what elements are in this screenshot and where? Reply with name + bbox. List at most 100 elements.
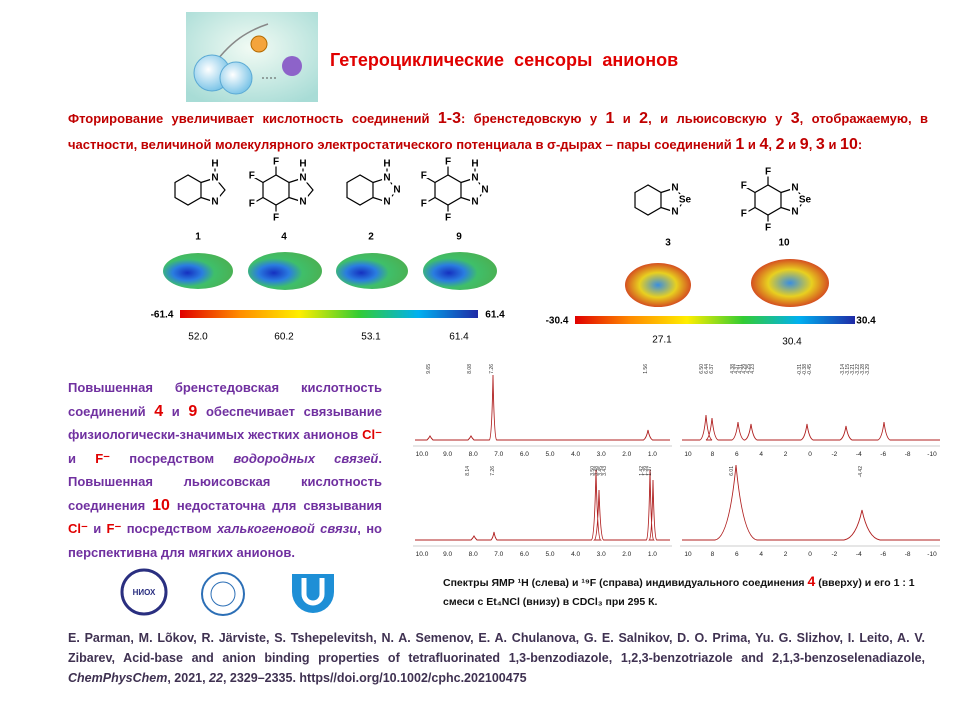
peak-label: 4.38 bbox=[730, 364, 736, 374]
text-run: 22 bbox=[209, 671, 223, 685]
scale-min: -61.4 bbox=[151, 310, 174, 321]
nmr-tick-label: 10.0 bbox=[416, 551, 429, 558]
atom-label: F bbox=[445, 157, 451, 168]
atom-label: N bbox=[299, 197, 306, 208]
nmr-tick-label: 8 bbox=[711, 551, 715, 558]
text-run: Cl⁻ bbox=[362, 427, 382, 442]
nmr-tick-label: 6.0 bbox=[520, 551, 529, 558]
peak-label: 1.39 bbox=[643, 466, 649, 476]
text-run: и bbox=[87, 521, 107, 536]
peak-label: 7.26 bbox=[490, 466, 496, 476]
nmr-tick-label: 4 bbox=[759, 551, 763, 558]
peak-label: 8.14 bbox=[465, 466, 471, 476]
summary-paragraph: Повышенная бренстедовская кислотность со… bbox=[68, 376, 382, 564]
nmr-tick-label: -8 bbox=[905, 551, 911, 558]
peak-label: 8.08 bbox=[467, 364, 473, 374]
peak-label: -0.31 bbox=[797, 364, 803, 376]
nmr-tick-label: -2 bbox=[832, 451, 838, 458]
text-run: 4 bbox=[807, 573, 816, 589]
text-run: Cl⁻ bbox=[68, 521, 88, 536]
spectrum-trace bbox=[682, 464, 940, 541]
atom-label: N bbox=[791, 183, 798, 194]
nmr-tick-label: 9.0 bbox=[443, 451, 452, 458]
nmr-tick-label: 4.0 bbox=[571, 551, 580, 558]
text-run: и bbox=[68, 450, 96, 466]
atom-label: Se bbox=[679, 195, 692, 206]
spectrum-trace bbox=[415, 469, 670, 541]
text-run: 9 bbox=[799, 136, 809, 153]
text-run: 3 bbox=[790, 110, 800, 127]
peak-label: 1.56 bbox=[643, 364, 649, 374]
peak-label: 1.42 bbox=[639, 466, 645, 476]
atom-label: H bbox=[383, 159, 390, 170]
text-run: и bbox=[744, 137, 760, 152]
compound-number: 3 bbox=[665, 238, 671, 249]
nmr-tick-label: 7.0 bbox=[494, 451, 503, 458]
bond bbox=[423, 175, 436, 184]
text-run: ChemPhysChem bbox=[68, 671, 168, 685]
header-illustration bbox=[186, 12, 318, 102]
text-run: , 2329–2335. https//doi.org/10.1002/cphc… bbox=[222, 671, 527, 685]
nmr-tick-label: 10 bbox=[684, 551, 692, 558]
peak-label: -4.42 bbox=[858, 466, 864, 478]
esp-value: 60.2 bbox=[274, 332, 294, 343]
atom-label: Se bbox=[799, 195, 812, 206]
nmr-tick-label: -4 bbox=[856, 551, 862, 558]
atom-label: N bbox=[471, 173, 478, 184]
ring-bonds bbox=[288, 177, 314, 203]
atom-label: N bbox=[383, 173, 390, 184]
esp-value: 53.1 bbox=[361, 332, 381, 343]
scale-max: 30.4 bbox=[856, 316, 876, 327]
peak-label: 1.37 bbox=[647, 466, 653, 476]
text-run: и bbox=[824, 137, 841, 152]
citation: E. Parman, M. Lõkov, R. Järviste, S. Tsh… bbox=[68, 628, 925, 688]
atom-label: N bbox=[791, 207, 798, 218]
ring-bonds bbox=[754, 184, 782, 216]
atom-label: F bbox=[765, 167, 771, 178]
bond bbox=[743, 185, 756, 194]
compound-number: 10 bbox=[778, 238, 790, 249]
nmr-tick-label: 3.0 bbox=[597, 451, 606, 458]
nmr-tick-label: 10 bbox=[684, 451, 692, 458]
ring-bonds bbox=[660, 187, 686, 213]
bond bbox=[743, 206, 756, 215]
intro-text: Фторирование увеличивает кислотность сое… bbox=[68, 106, 928, 158]
text-run: Повышенная бренстедовская кислотность со… bbox=[68, 380, 382, 419]
peak-label: -3.14 bbox=[840, 364, 846, 376]
peak-label: -3.28 bbox=[860, 364, 866, 376]
atom-label: F bbox=[421, 171, 427, 182]
bond bbox=[251, 196, 264, 205]
title: Гетероциклические сенсоры анионов bbox=[330, 50, 679, 70]
nmr-tick-label: 3.0 bbox=[597, 551, 606, 558]
nmr-tick-label: 1.0 bbox=[648, 551, 657, 558]
nmr-tick-label: 2.0 bbox=[622, 551, 631, 558]
text-run: , и льюисовскую у bbox=[648, 111, 791, 126]
bond bbox=[251, 175, 264, 184]
text-run: 4 bbox=[154, 402, 164, 420]
peak-label: -3.21 bbox=[850, 364, 856, 376]
text-run: : бренстедовскую у bbox=[460, 111, 606, 126]
atom-label: F bbox=[765, 223, 771, 234]
nmr-tick-label: 4 bbox=[759, 451, 763, 458]
text-run: обеспечивает связывание физиологически-з… bbox=[68, 403, 382, 443]
ring-bonds bbox=[262, 174, 290, 206]
nmr-tick-label: 10.0 bbox=[416, 451, 429, 458]
peak-label: -0.45 bbox=[807, 364, 813, 376]
esp-maps bbox=[163, 252, 855, 324]
ring-bonds bbox=[372, 177, 398, 203]
nmr-tick-label: 1.0 bbox=[648, 451, 657, 458]
atom-label: F bbox=[741, 181, 747, 192]
nmr-tick-label: -6 bbox=[880, 551, 886, 558]
atom-label: N bbox=[299, 173, 306, 184]
nmr-tick-label: 6 bbox=[735, 551, 739, 558]
atom-label: F bbox=[273, 213, 279, 224]
nmr-spectra bbox=[413, 445, 940, 547]
atom-label: H bbox=[211, 159, 218, 170]
peak-label: 3.45 bbox=[598, 466, 604, 476]
peak-label: 6.44 bbox=[704, 364, 710, 374]
nmr-tick-label: 4.0 bbox=[571, 451, 580, 458]
